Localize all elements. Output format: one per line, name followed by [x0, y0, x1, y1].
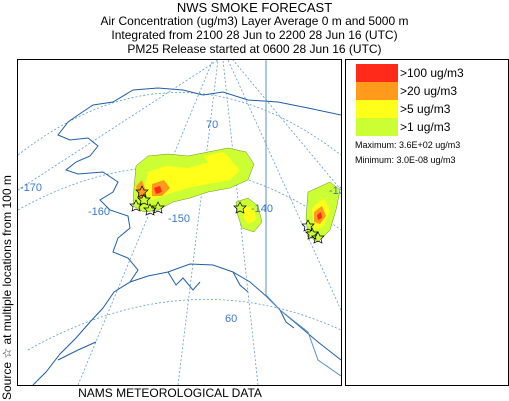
- legend-label-1: >1 ug/m3: [400, 120, 451, 134]
- lon-label-170: -170: [20, 182, 42, 194]
- lon-label-140: -140: [251, 203, 273, 215]
- smoke-plume-east: [305, 181, 341, 243]
- lon-label-160: -160: [88, 206, 110, 218]
- smoke-plume-west: [132, 147, 255, 213]
- legend-swatch-20: [356, 82, 398, 100]
- lon-label-130: -130: [329, 185, 341, 197]
- concentration-subtitle: Air Concentration (ug/m3) Layer Average …: [100, 14, 409, 28]
- lat-label-60: 60: [225, 313, 237, 325]
- lat-label-70: 70: [206, 119, 218, 131]
- legend-label-20: >20 ug/m3: [400, 84, 458, 98]
- data-source-footer: NAMS METEOROLOGICAL DATA: [78, 386, 262, 400]
- legend-swatch-100: [356, 64, 398, 82]
- legend-label-100: >100 ug/m3: [400, 66, 464, 80]
- minimum-value: Minimum: 3.0E-08 ug/m3: [355, 155, 456, 165]
- legend-label-5: >5 ug/m3: [400, 102, 451, 116]
- alaska-coastline: [32, 87, 341, 385]
- smoke-plume-central: [235, 197, 263, 233]
- lon-label-150: -150: [168, 213, 190, 225]
- release-start: PM25 Release started at 0600 28 Jun 16 (…: [127, 42, 382, 56]
- maximum-value: Maximum: 3.6E+02 ug/m3: [355, 140, 461, 150]
- canada-border: [265, 60, 341, 377]
- concentration-legend: >100 ug/m3 >20 ug/m3 >5 ug/m3 >1 ug/m3 M…: [345, 59, 509, 386]
- integration-period: Integrated from 2100 28 Jun to 2200 28 J…: [111, 28, 398, 42]
- source-label: Source ☆ at multiple locations from 100 …: [0, 175, 14, 400]
- legend-swatch-1: [356, 118, 398, 136]
- source-markers: [129, 185, 325, 244]
- longitude-grid: [18, 60, 341, 385]
- map-canvas: -170 -160 -150 -140 -130 70 60: [18, 60, 341, 385]
- smoke-map: -170 -160 -150 -140 -130 70 60: [17, 59, 342, 386]
- map-title: NWS SMOKE FORECAST: [176, 0, 333, 15]
- legend-swatch-5: [356, 100, 398, 118]
